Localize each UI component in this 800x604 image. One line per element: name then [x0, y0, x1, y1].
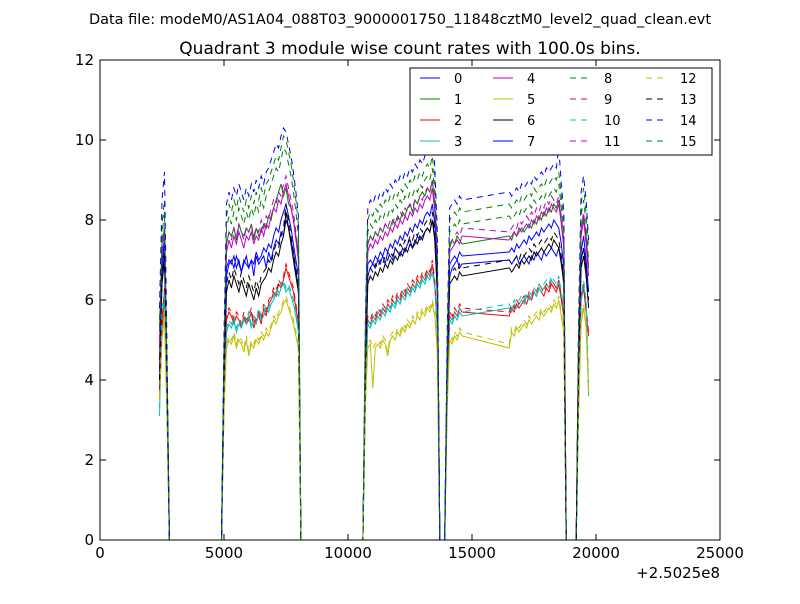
y-tick-label: 8	[84, 211, 94, 229]
legend-entry-8: 8	[570, 72, 612, 87]
series-line-6	[159, 211, 590, 541]
x-tick-label: 0	[95, 544, 105, 562]
legend-label: 3	[454, 135, 462, 150]
series-line-8	[159, 134, 590, 541]
legend-label: 13	[680, 93, 697, 108]
legend-entry-2: 2	[420, 114, 462, 129]
legend-entry-0: 0	[420, 72, 462, 87]
x-tick-label: 15000	[448, 544, 496, 562]
chart-title: Quadrant 3 module wise count rates with …	[179, 39, 640, 59]
legend-entry-1: 1	[420, 93, 462, 108]
legend-label: 7	[527, 135, 535, 150]
series-line-9	[159, 259, 590, 541]
y-tick-label: 2	[84, 451, 94, 469]
series-line-7	[159, 202, 590, 541]
legend-label: 15	[680, 135, 697, 150]
x-tick-label: 25000	[696, 544, 744, 562]
legend-label: 11	[604, 135, 621, 150]
series-line-14	[159, 126, 590, 541]
legend-entry-14: 14	[646, 114, 697, 129]
legend-label: 1	[454, 93, 462, 108]
series-line-3	[159, 271, 590, 541]
y-tick-label: 12	[75, 51, 94, 69]
y-tick-label: 0	[84, 531, 94, 549]
x-tick-label: 5000	[205, 544, 243, 562]
series-line-10	[159, 267, 590, 541]
legend-label: 9	[604, 93, 612, 108]
x-tick-label: 10000	[324, 544, 372, 562]
legend-entry-5: 5	[493, 93, 535, 108]
legend-label: 4	[527, 72, 535, 87]
legend-entry-7: 7	[493, 135, 535, 150]
series-layer	[159, 126, 590, 541]
series-line-12	[159, 294, 590, 541]
legend-label: 8	[604, 72, 612, 87]
legend-entry-15: 15	[646, 135, 697, 150]
legend-entry-9: 9	[570, 93, 612, 108]
legend-label: 12	[680, 72, 697, 87]
legend-entry-6: 6	[493, 114, 535, 129]
y-tick-label: 4	[84, 371, 94, 389]
series-line-5	[159, 298, 590, 541]
legend-entry-13: 13	[646, 93, 697, 108]
x-offset-label: +2.5025e8	[636, 564, 720, 582]
series-line-13	[159, 203, 590, 541]
legend-label: 5	[527, 93, 535, 108]
legend-label: 10	[604, 114, 621, 129]
series-line-11	[159, 174, 590, 541]
figure-suptitle: Data file: modeM0/AS1A04_088T03_90000017…	[89, 12, 711, 28]
legend-label: 14	[680, 114, 697, 129]
legend-label: 0	[454, 72, 462, 87]
legend-entry-10: 10	[570, 114, 621, 129]
series-line-1	[159, 179, 590, 541]
legend-entry-4: 4	[493, 72, 535, 87]
legend-entry-12: 12	[646, 72, 697, 87]
y-tick-label: 6	[84, 291, 94, 309]
x-tick-label: 20000	[572, 544, 620, 562]
legend-entry-11: 11	[570, 135, 621, 150]
legend-label: 6	[527, 114, 535, 129]
series-line-4	[159, 182, 590, 541]
x-axis: 0 5000 10000 15000 20000 25000	[95, 60, 744, 562]
legend-label: 2	[454, 114, 462, 129]
legend-entry-3: 3	[420, 135, 462, 150]
y-tick-label: 10	[75, 131, 94, 149]
series-line-15	[159, 146, 590, 541]
